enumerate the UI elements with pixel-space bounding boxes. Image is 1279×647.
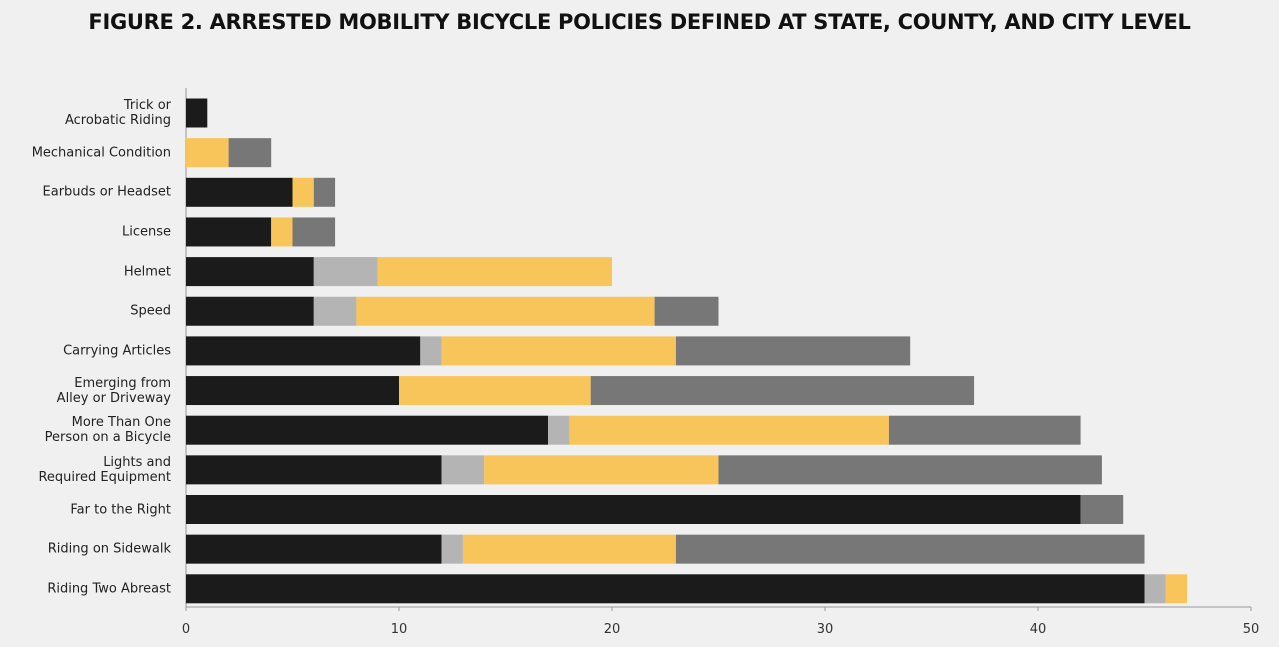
bar-segment — [228, 138, 272, 168]
bar-segment — [441, 336, 676, 366]
bar-segment — [1165, 574, 1188, 604]
bar-segment — [441, 455, 485, 485]
bar-segment — [292, 177, 314, 207]
chart-title: FIGURE 2. ARRESTED MOBILITY BICYCLE POLI… — [88, 10, 1191, 34]
x-tick-label: 0 — [182, 622, 190, 637]
x-tick-label: 40 — [1030, 622, 1047, 637]
bar-segment — [313, 257, 378, 287]
x-tick-label: 30 — [817, 622, 834, 637]
bar-segment — [186, 138, 229, 168]
y-tick-label: Trick or Acrobatic Riding — [64, 98, 171, 128]
y-tick-label: Mechanical Condition — [31, 145, 171, 161]
bar-segment — [186, 98, 208, 128]
bar-segment — [718, 455, 1102, 485]
bar-segment — [462, 534, 676, 564]
bar-segment — [399, 376, 591, 406]
y-tick-label: Carrying Articles — [63, 343, 171, 359]
bar-segment — [186, 455, 442, 485]
bar-segment — [548, 415, 570, 445]
bar-segment — [186, 217, 272, 247]
x-tick-label: 20 — [604, 622, 621, 637]
bar-segment — [186, 534, 442, 564]
x-tick-label: 50 — [1243, 622, 1260, 637]
bar-segment — [186, 296, 314, 326]
bar-segment — [186, 376, 399, 406]
bar-segment — [313, 296, 357, 326]
bar-segment — [569, 415, 889, 445]
x-tick-label: 10 — [391, 622, 408, 637]
bar-segment — [1080, 495, 1124, 524]
bar-segment — [377, 257, 612, 287]
bar-segment — [292, 217, 336, 247]
y-tick-label: Earbuds or Headset — [42, 184, 171, 200]
y-tick-label: Helmet — [123, 264, 171, 280]
bar-segment — [186, 177, 293, 207]
y-tick-label: Far to the Right — [70, 502, 171, 517]
bar-segment — [420, 336, 442, 366]
bar-segment — [186, 574, 1145, 604]
bar-segment — [590, 376, 975, 406]
bar-segment — [313, 177, 336, 207]
bar-segment — [1144, 574, 1166, 604]
y-tick-label: Riding Two Abreast — [47, 581, 171, 597]
bar-segment — [654, 296, 719, 326]
bar-segment — [186, 336, 421, 366]
y-tick-label: Speed — [130, 303, 171, 319]
y-tick-label: More Than One Person on a Bicycle — [44, 415, 171, 446]
y-tick-label: Riding on Sidewalk — [47, 541, 171, 557]
bar-segment — [186, 495, 1081, 524]
y-tick-label: License — [121, 224, 171, 240]
bar-segment — [888, 415, 1081, 445]
bar-segment — [186, 257, 314, 287]
y-tick-label: Emerging from Alley or Driveway — [56, 375, 171, 406]
bar-segment — [675, 534, 1145, 564]
bar-segment — [675, 336, 911, 366]
bar-segment — [186, 415, 549, 445]
bar-segment — [356, 296, 655, 326]
bar-segment — [484, 455, 719, 485]
y-tick-label: Lights and Required Equipment — [38, 454, 171, 485]
bar-segment — [441, 534, 463, 564]
bar-segment — [271, 217, 293, 247]
